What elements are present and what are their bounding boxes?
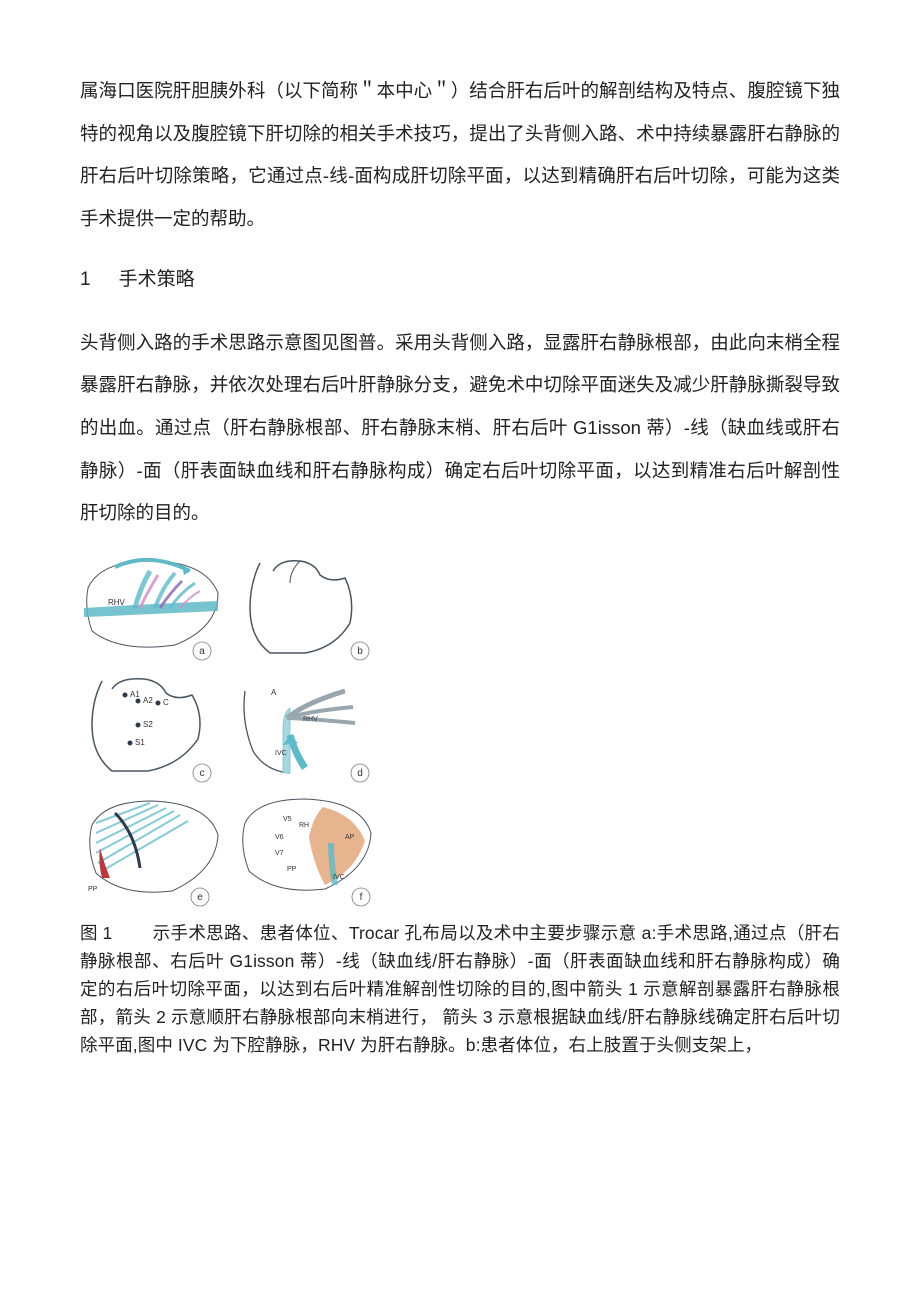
panel-f-V7: V7 — [275, 850, 284, 857]
section-number: 1 — [80, 258, 91, 302]
figure-1-caption: 图 1示手术思路、患者体位、Trocar 孔布局以及术中主要步骤示意 a:手术思… — [80, 919, 840, 1059]
panel-a-annot-rhv: RHV — [108, 598, 126, 607]
panel-f-label: f — [360, 892, 363, 903]
panel-a-label: a — [199, 646, 205, 657]
panel-f: V5 V6 V7 RH AP PP IVC f — [243, 799, 371, 906]
panel-e: PP e — [88, 801, 218, 906]
figure-1: RHV a b A1 A2 C S2 S1 c — [80, 553, 840, 913]
figure-1-svg: RHV a b A1 A2 C S2 S1 c — [80, 553, 380, 913]
panel-c-label: c — [200, 768, 205, 779]
panel-f-IVC: IVC — [333, 874, 345, 881]
panel-f-AP: AP — [345, 834, 355, 841]
panel-d-RHV: RHV — [303, 716, 318, 723]
panel-b: b — [250, 560, 369, 659]
panel-f-V5: V5 — [283, 816, 292, 823]
section-heading: 1 手术策略 — [80, 258, 840, 302]
panel-f-RH: RH — [299, 822, 309, 829]
panel-f-V6: V6 — [275, 834, 284, 841]
panel-e-PP: PP — [88, 886, 98, 893]
section-title: 手术策略 — [119, 269, 195, 290]
panel-b-label: b — [357, 646, 363, 657]
panel-d: A RHV IVC d — [244, 688, 369, 782]
panel-d-label: d — [357, 768, 363, 779]
panel-c-S1: S1 — [135, 738, 145, 747]
panel-c-A2: A2 — [143, 696, 153, 705]
panel-f-PP: PP — [287, 866, 297, 873]
paragraph-strategy: 头背侧入路的手术思路示意图见图普。采用头背侧入路，显露肝右静脉根部，由此向末梢全… — [80, 322, 840, 535]
panel-c-S2: S2 — [143, 720, 153, 729]
panel-c: A1 A2 C S2 S1 c — [92, 678, 211, 781]
panel-e-label: e — [197, 892, 203, 903]
panel-c-A1: A1 — [130, 690, 140, 699]
panel-d-IVC: IVC — [275, 750, 287, 757]
panel-c-C: C — [163, 698, 169, 707]
figure-1-caption-body: 示手术思路、患者体位、Trocar 孔布局以及术中主要步骤示意 a:手术思路,通… — [80, 923, 840, 1055]
panel-a: RHV a — [84, 559, 218, 659]
paragraph-intro: 属海口医院肝胆胰外科（以下简称＂本中心＂）结合肝右后叶的解剖结构及特点、腹腔镜下… — [80, 70, 840, 240]
figure-1-label: 图 1 — [80, 919, 112, 947]
panel-d-A: A — [271, 688, 277, 697]
